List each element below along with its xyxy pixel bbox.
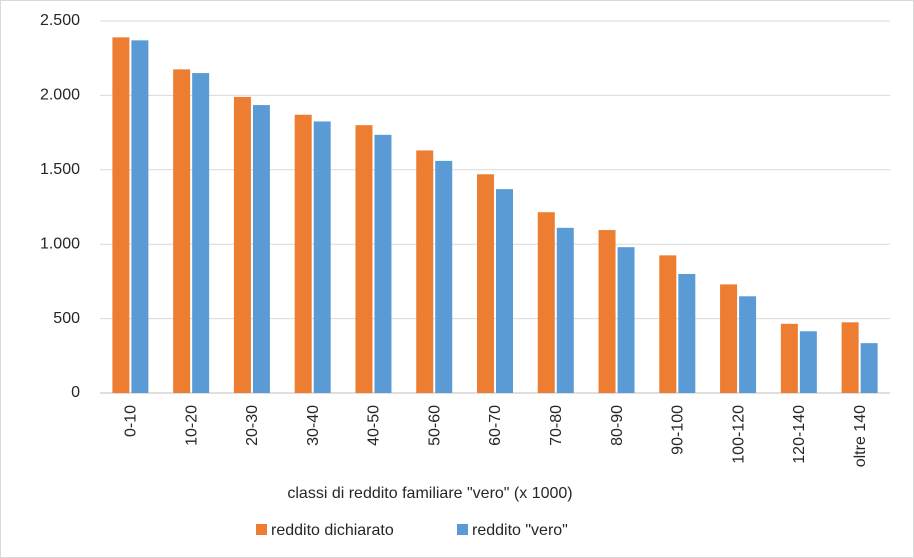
x-axis-title: classi di reddito familiare "vero" (x 10… (287, 485, 572, 502)
bar (355, 125, 373, 393)
bar (799, 331, 817, 393)
bar (374, 134, 392, 393)
bar (598, 230, 616, 393)
bar (739, 296, 757, 393)
x-tick-label: 100-120 (730, 405, 747, 464)
legend-label: reddito "vero" (472, 522, 568, 539)
bar (556, 227, 574, 393)
bar (780, 323, 798, 393)
bar (659, 255, 677, 393)
bar (617, 247, 635, 393)
bar (496, 189, 513, 393)
bar (860, 343, 878, 393)
bar (192, 73, 210, 393)
bar (537, 212, 555, 393)
x-tick-label: 30-40 (305, 405, 322, 446)
x-tick-label: 120-140 (791, 405, 808, 464)
x-tick-label: 50-60 (426, 405, 443, 446)
x-tick-label: 20-30 (244, 405, 261, 446)
legend-swatch (256, 524, 267, 535)
bar (112, 37, 130, 393)
bar (435, 160, 453, 393)
bar (678, 273, 696, 393)
bar (313, 121, 331, 393)
x-tick-label: 90-100 (670, 405, 687, 455)
bar (720, 284, 738, 393)
legend-swatch (457, 524, 468, 535)
x-tick-label: 40-50 (366, 405, 383, 446)
legend-label: reddito dichiarato (271, 522, 394, 539)
y-tick-label: 1.500 (40, 161, 80, 178)
bar (477, 174, 494, 393)
bar (294, 114, 312, 393)
bar (252, 105, 270, 394)
x-tick-label: 60-70 (487, 405, 504, 446)
y-tick-label: 0 (71, 384, 80, 401)
x-tick-label: 0-10 (123, 405, 140, 437)
bar (416, 150, 434, 393)
y-tick-label: 1.000 (40, 235, 80, 252)
x-tick-label: 70-80 (548, 405, 565, 446)
y-tick-label: 2.500 (40, 12, 80, 29)
bar (173, 69, 191, 394)
bar (131, 40, 149, 394)
bar (233, 96, 251, 393)
x-tick-label: 80-90 (609, 405, 626, 446)
x-tick-label: oltre 140 (852, 405, 869, 467)
bar (841, 322, 859, 393)
y-tick-label: 2.000 (40, 87, 80, 104)
x-tick-label: 10-20 (183, 405, 200, 446)
y-tick-label: 500 (53, 310, 80, 327)
